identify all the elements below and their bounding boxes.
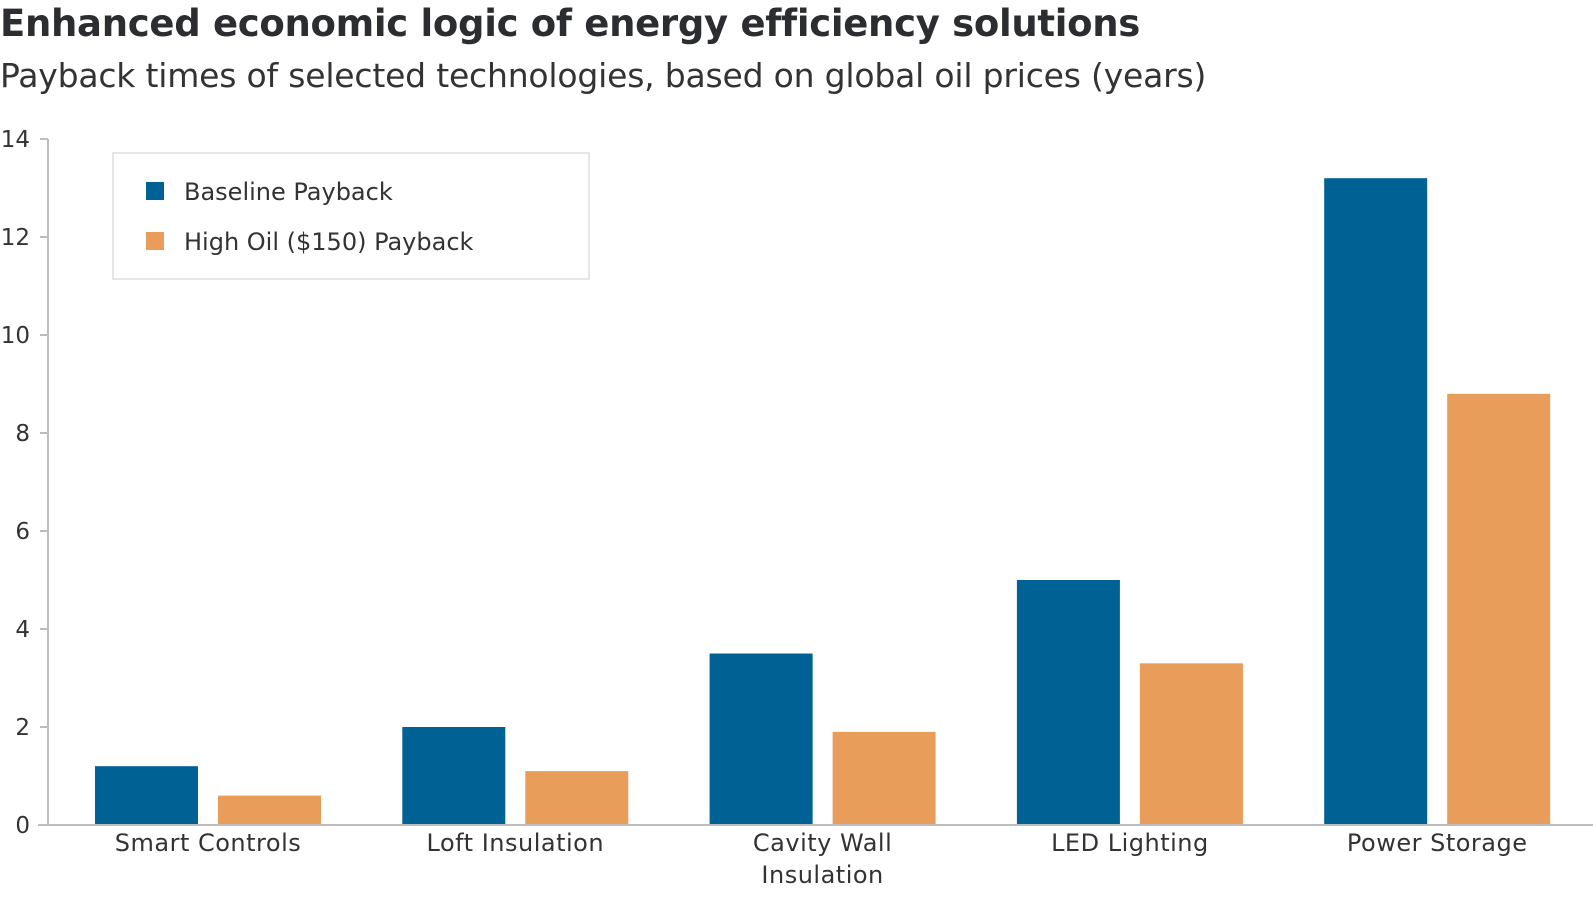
y-tick-label: 10 [1, 323, 30, 349]
y-tick-label: 2 [15, 715, 30, 741]
y-axis: 0 2 4 6 8 10 12 14 [1, 127, 49, 839]
legend-box [112, 152, 590, 280]
x-tick-label: Cavity Wall Insulation [753, 829, 892, 889]
bar-baseline-cavity-wall-insulation [709, 653, 813, 825]
y-tick-label: 0 [15, 813, 30, 839]
x-tick-label: Power Storage [1347, 829, 1528, 857]
bar-baseline-led-lighting [1016, 580, 1120, 825]
y-tick-label: 12 [1, 225, 30, 251]
y-tick-label: 14 [1, 127, 30, 153]
x-tick-label: Loft Insulation [427, 829, 605, 857]
bar-baseline-loft-insulation [402, 727, 506, 825]
legend: Baseline Payback High Oil ($150) Payback [112, 152, 590, 280]
bar-baseline-smart-controls [95, 766, 198, 825]
x-axis: Smart Controls Loft Insulation Cavity Wall… [38, 824, 1593, 889]
x-tick-label: LED Lighting [1051, 829, 1209, 857]
chart-subtitle: Payback times of selected technologies, … [0, 56, 1207, 95]
bar-high-oil-smart-controls [218, 795, 321, 825]
bar-baseline-power-storage [1324, 178, 1428, 825]
bar-high-oil-power-storage [1447, 393, 1551, 825]
legend-label: High Oil ($150) Payback [184, 228, 474, 256]
bar-high-oil-cavity-wall-insulation [832, 731, 936, 825]
legend-swatch [146, 232, 164, 250]
bar-high-oil-loft-insulation [525, 771, 629, 825]
bars [95, 178, 1551, 825]
y-tick-label: 8 [15, 421, 30, 447]
chart-title: Enhanced economic logic of energy effici… [0, 2, 1141, 45]
x-tick-label: Smart Controls [115, 829, 301, 857]
y-tick-label: 4 [15, 617, 30, 643]
y-tick-label: 6 [15, 519, 30, 545]
legend-label: Baseline Payback [184, 178, 393, 206]
bar-high-oil-led-lighting [1139, 663, 1243, 825]
legend-swatch [146, 182, 164, 200]
